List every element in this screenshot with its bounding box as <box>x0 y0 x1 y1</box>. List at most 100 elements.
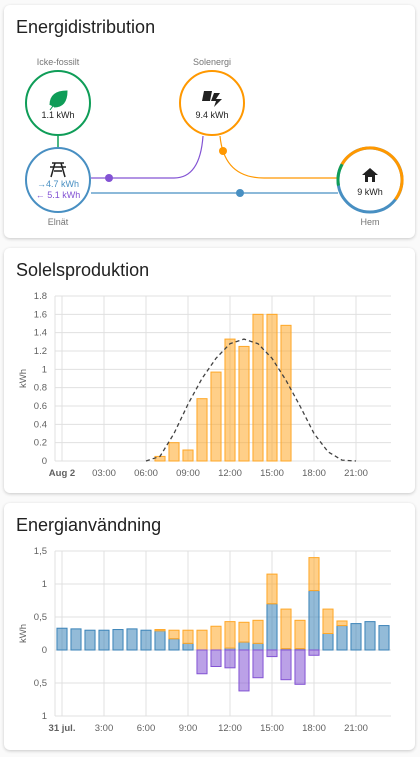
y-tick-label: 0.6 <box>34 401 47 412</box>
node-value: 9 kWh <box>357 187 383 197</box>
node-label: Solenergi <box>193 57 231 67</box>
y-tick-label: 1.4 <box>34 328 47 339</box>
bar <box>266 603 278 651</box>
y-tick-label: 1.6 <box>34 309 47 320</box>
y-tick-label: 1 <box>42 579 47 590</box>
bar <box>70 628 82 651</box>
x-tick-label: 06:00 <box>134 468 158 479</box>
bar <box>224 338 236 462</box>
x-tick-label: 18:00 <box>302 468 326 479</box>
node-label: Icke-fossilt <box>37 57 80 67</box>
bar <box>294 619 306 650</box>
bar <box>140 629 152 651</box>
bar <box>308 649 320 656</box>
x-tick-label: 3:00 <box>95 723 114 734</box>
bar <box>154 630 166 651</box>
x-tick-label: 03:00 <box>92 468 116 479</box>
bar <box>308 557 320 592</box>
bar <box>182 449 194 462</box>
x-tick-label: 15:00 <box>260 723 284 734</box>
node-ring <box>336 146 404 214</box>
home-icon <box>362 168 378 182</box>
y-tick-label: 1 <box>42 711 47 722</box>
y-tick-label: 0.4 <box>34 419 47 430</box>
x-tick-label: 12:00 <box>218 468 242 479</box>
bar <box>322 608 334 635</box>
bar <box>84 629 96 651</box>
chart: 1 0,5 0 0,5 1 1,5 31 jul. 3:00 6:00 9:00 12:00 15:0… <box>18 546 391 734</box>
bar <box>168 442 180 462</box>
bar <box>238 621 250 643</box>
bar <box>252 313 264 462</box>
bar <box>210 371 222 462</box>
node-circle <box>179 70 245 136</box>
node-value: 9.4 kWh <box>195 110 228 120</box>
x-tick-label: 21:00 <box>344 723 368 734</box>
x-tick-label: 15:00 <box>260 468 284 479</box>
card-title: Energidistribution <box>16 17 156 37</box>
bar <box>224 621 236 649</box>
y-tick-label: 0 <box>42 645 47 656</box>
bar <box>168 638 180 651</box>
bar <box>280 324 292 462</box>
bar <box>350 623 362 651</box>
bar <box>252 619 264 644</box>
bar <box>210 625 222 651</box>
usage-card: 1 0,5 0 0,5 1 1,5 31 jul. 3:00 6:00 9:00 12:00 15:0… <box>4 503 415 750</box>
x-tick-label: Aug 2 <box>49 468 75 479</box>
bar <box>252 642 264 651</box>
flow-dot <box>236 189 244 197</box>
bar <box>112 629 124 651</box>
y-axis-label: kWh <box>18 369 29 388</box>
bar <box>154 455 166 462</box>
bar <box>336 620 348 627</box>
forecast-line <box>145 338 357 462</box>
bar <box>266 313 278 462</box>
x-tick-label: 9:00 <box>179 723 198 734</box>
bar <box>308 590 320 651</box>
x-tick-label: 09:00 <box>176 468 200 479</box>
leaf-icon <box>49 90 68 111</box>
bar <box>322 633 334 651</box>
y-tick-label: 1,5 <box>34 546 47 557</box>
solar-icon <box>202 91 222 107</box>
bar <box>196 398 208 462</box>
bar <box>168 629 180 640</box>
bar <box>364 621 376 651</box>
node-circle <box>25 147 91 213</box>
x-tick-label: 21:00 <box>344 468 368 479</box>
bar <box>182 642 194 651</box>
distribution-card: Energidistribution Icke-fossilt 1.1 kWh … <box>4 5 415 238</box>
y-tick-label: 1.2 <box>34 346 47 357</box>
distribution-diagram: Icke-fossilt 1.1 kWh Solenergi 9.4 kWh →… <box>25 57 404 227</box>
x-tick-label: 31 jul. <box>49 723 76 734</box>
flow-dot <box>219 147 227 155</box>
node-value: →4.7 kWh <box>37 179 79 189</box>
bar <box>126 628 138 651</box>
y-tick-label: 0 <box>42 456 47 467</box>
y-tick-label: 0,5 <box>34 612 47 623</box>
y-axis-label: kWh <box>18 624 29 643</box>
bar <box>294 649 306 685</box>
x-tick-label: 18:00 <box>302 723 326 734</box>
bar <box>266 649 278 658</box>
grid-icon <box>50 162 66 178</box>
bar <box>182 629 194 644</box>
chart: 0 0.2 0.4 0.6 0.8 1 1.2 1.4 1.6 1.8 Aug 2 03:00 06:0… <box>18 291 391 479</box>
bar <box>224 649 236 669</box>
bar <box>210 649 222 667</box>
bar <box>266 573 278 605</box>
bar <box>280 608 292 650</box>
bar <box>238 641 250 651</box>
bar <box>196 649 208 675</box>
bar <box>154 629 166 632</box>
y-tick-label: 0.8 <box>34 383 47 394</box>
card-title: Energianvändning <box>16 515 162 535</box>
flow-dot <box>105 174 113 182</box>
y-tick-label: 1 <box>42 364 47 375</box>
bar <box>238 649 250 692</box>
bar <box>238 345 250 462</box>
bar <box>252 649 264 679</box>
x-tick-label: 12:00 <box>218 723 242 734</box>
y-tick-label: 0.2 <box>34 438 47 449</box>
